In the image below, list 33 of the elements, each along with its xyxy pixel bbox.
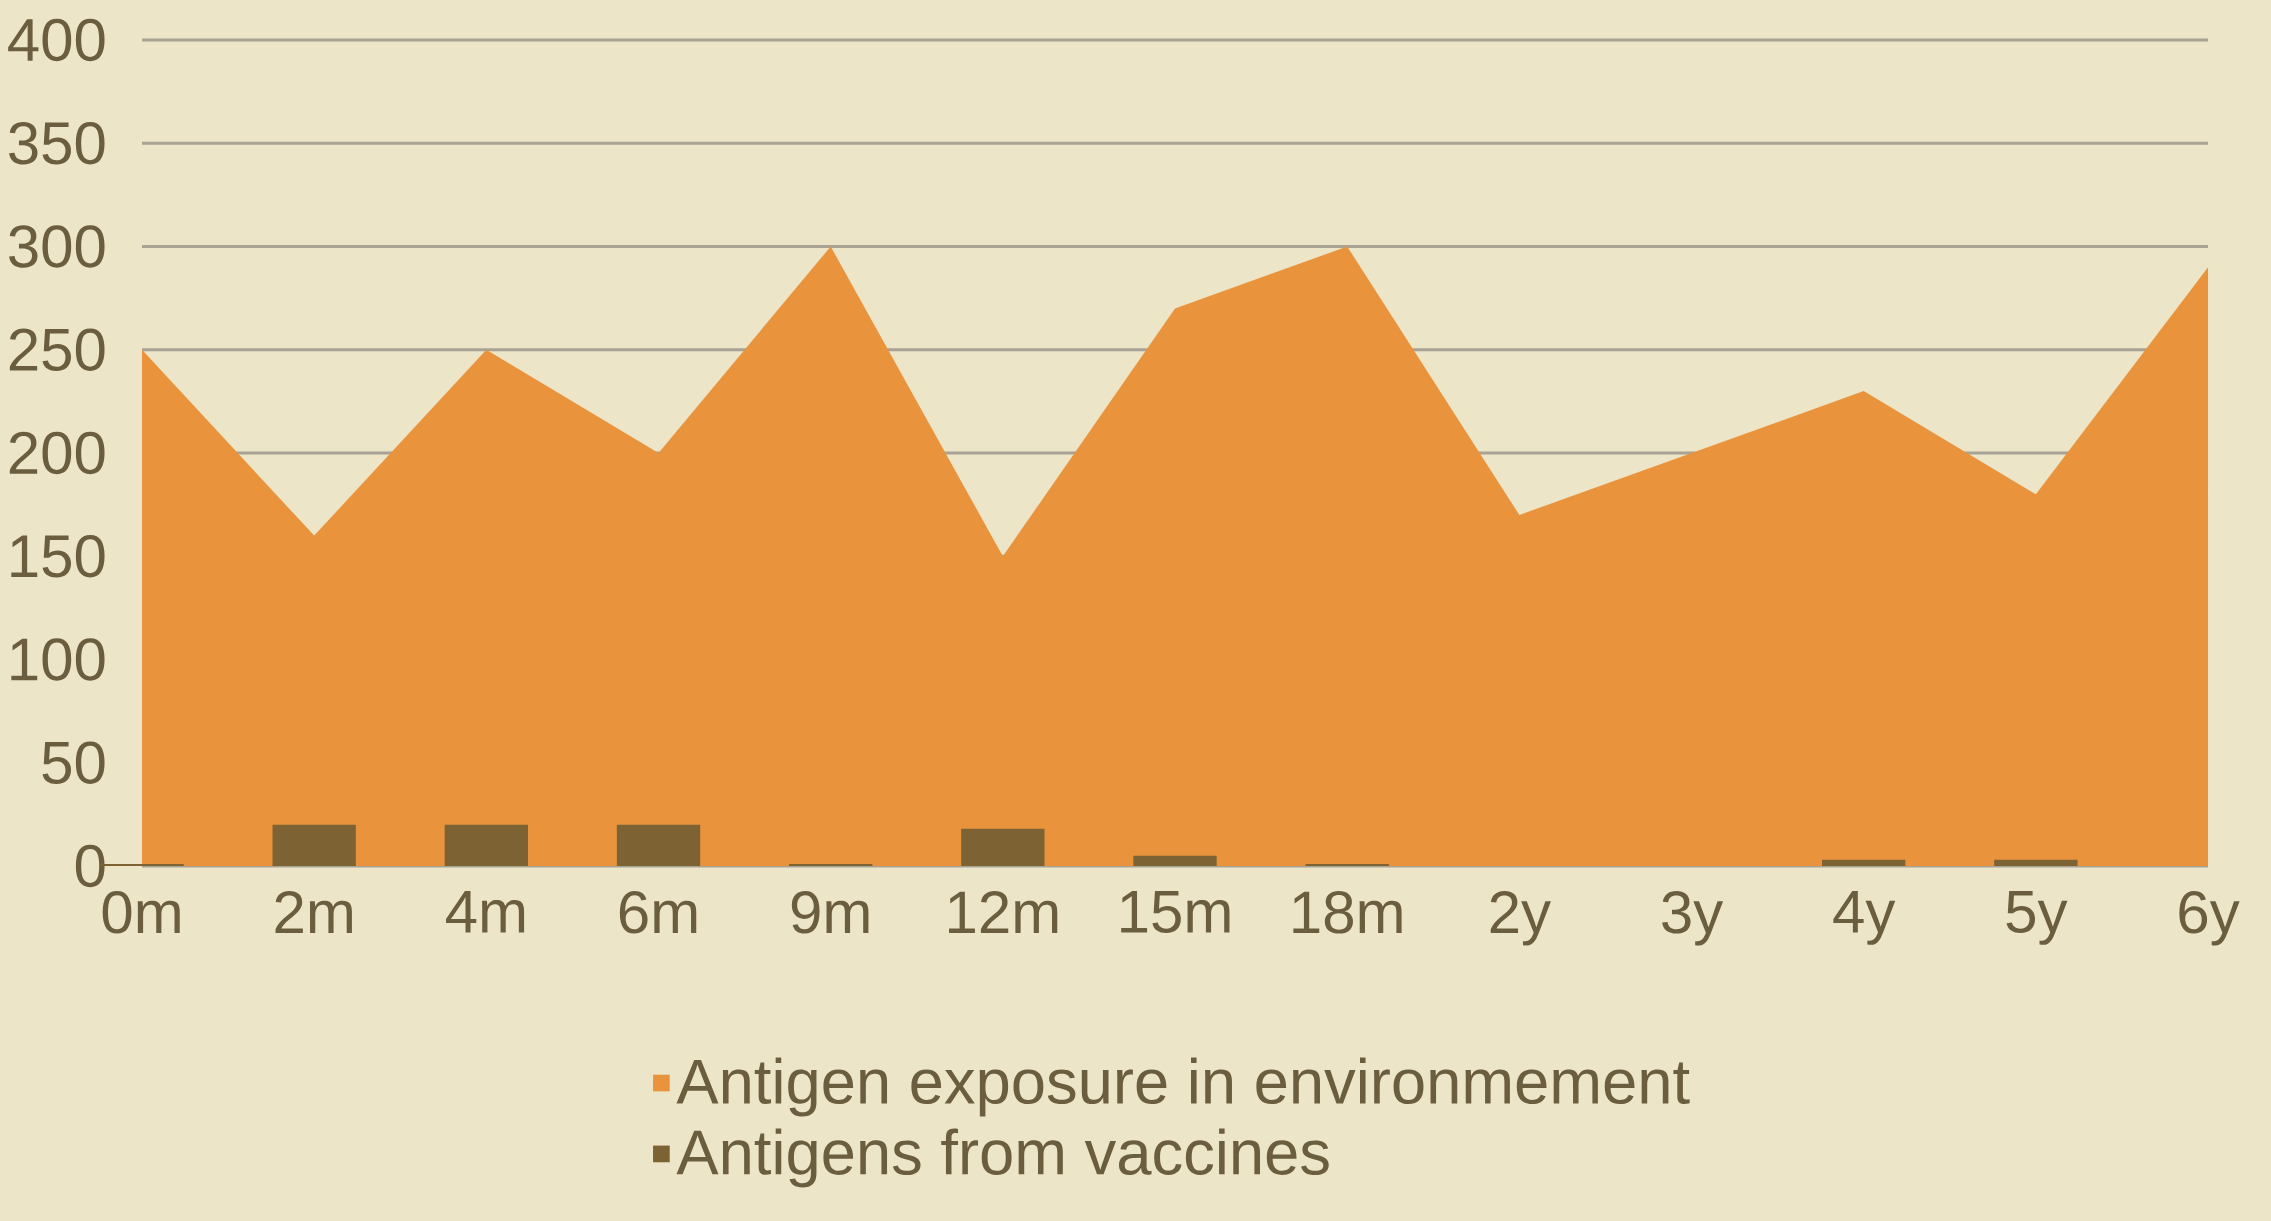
y-tick-label: 250 xyxy=(9,328,105,371)
y-tick-label: 300 xyxy=(9,225,105,268)
bar xyxy=(616,824,701,866)
bar xyxy=(1994,859,2078,866)
x-tick-label: 2m xyxy=(275,891,352,933)
y-tick-label: 400 xyxy=(8,18,105,62)
y-tick-label: 350 xyxy=(9,121,105,165)
bar xyxy=(961,828,1045,866)
y-tick-label: 50 xyxy=(42,741,105,784)
x-tick-label: 6y xyxy=(2179,891,2240,946)
x-tick-label: 6m xyxy=(619,891,697,934)
y-tick-label: 150 xyxy=(11,534,105,578)
bar xyxy=(1822,859,1906,866)
x-tick-label: 4y xyxy=(1833,891,1896,945)
legend-label: Antigens from vaccines xyxy=(676,1128,1329,1188)
x-tick-label: 5y xyxy=(2006,891,2068,945)
x-tick-label: 15m xyxy=(1121,891,1230,933)
bar xyxy=(789,863,873,866)
y-tick-label: 100 xyxy=(11,638,105,681)
bar xyxy=(1133,855,1217,866)
x-tick-label: 12m xyxy=(949,891,1058,933)
x-tick-label: 18m xyxy=(1293,891,1402,934)
x-tick-label: 2y xyxy=(1490,891,1551,946)
bar xyxy=(1305,863,1389,866)
x-tick-label: 9m xyxy=(791,891,869,934)
y-tick-label: 0 xyxy=(75,844,105,888)
x-tick-label: 4m xyxy=(446,891,525,933)
x-tick-label: 0m xyxy=(102,891,180,934)
y-tick-label: 200 xyxy=(9,431,105,475)
bar xyxy=(444,824,529,866)
x-tick-label: 3y xyxy=(1662,891,1724,946)
bar xyxy=(272,824,356,866)
legend-label: Antigen exposure in environmement xyxy=(676,1057,1690,1117)
